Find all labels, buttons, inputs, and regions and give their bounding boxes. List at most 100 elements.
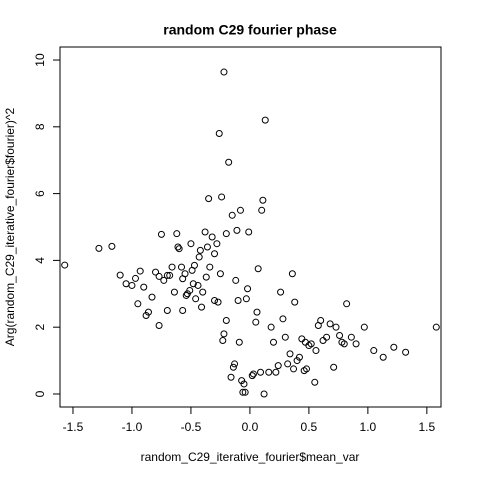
point <box>317 317 325 325</box>
point <box>157 230 165 238</box>
point <box>281 333 289 341</box>
point <box>170 288 178 296</box>
point <box>303 365 311 373</box>
point <box>229 363 237 371</box>
point <box>136 267 144 275</box>
point <box>242 295 250 303</box>
point <box>222 317 230 325</box>
point <box>195 253 203 261</box>
point <box>177 263 185 271</box>
point <box>241 388 249 396</box>
point <box>234 296 242 304</box>
point <box>199 288 207 296</box>
point <box>286 350 294 358</box>
point <box>155 272 163 280</box>
point <box>152 268 160 276</box>
point <box>220 68 228 76</box>
point <box>163 306 171 314</box>
point <box>206 263 214 271</box>
point <box>168 263 176 271</box>
point <box>298 335 306 343</box>
point <box>267 323 275 331</box>
y-axis-label: Arg(random_C29_iterative_fourier$fourier… <box>3 107 17 346</box>
point <box>95 244 103 252</box>
point <box>290 365 298 373</box>
point <box>160 276 168 284</box>
y-tick-label: 4 <box>33 257 47 264</box>
point <box>244 285 252 293</box>
y-tick-label: 0 <box>33 390 47 397</box>
point <box>360 323 368 331</box>
point <box>319 337 327 345</box>
point <box>288 270 296 278</box>
point <box>122 280 130 288</box>
point <box>208 233 216 241</box>
point <box>225 158 233 166</box>
point <box>323 333 331 341</box>
point <box>128 281 136 289</box>
point <box>259 196 267 204</box>
point <box>203 243 211 251</box>
point <box>134 300 142 308</box>
point <box>330 363 338 371</box>
point <box>131 274 139 282</box>
point <box>196 246 204 254</box>
point <box>181 270 189 278</box>
point <box>340 340 348 348</box>
point <box>182 291 190 299</box>
point <box>284 360 292 368</box>
point <box>279 315 287 323</box>
point <box>260 390 268 398</box>
point <box>258 206 266 214</box>
y-tick-label: 8 <box>33 123 47 130</box>
y-tick-label: 2 <box>33 324 47 331</box>
point <box>336 332 344 340</box>
plot-frame <box>59 46 442 408</box>
point <box>220 330 228 338</box>
point <box>175 245 183 253</box>
point <box>232 276 240 284</box>
x-axis-label: random_C29_iterative_fourier$mean_var <box>141 450 360 464</box>
point <box>192 295 200 303</box>
point <box>239 388 247 396</box>
point <box>218 193 226 201</box>
y-tick-label: 6 <box>33 190 47 197</box>
point <box>213 240 221 248</box>
point <box>186 286 194 294</box>
x-tick-label: 0.0 <box>242 420 259 434</box>
point <box>235 338 243 346</box>
point <box>270 338 278 346</box>
point <box>233 226 241 234</box>
point <box>272 368 280 376</box>
point <box>252 318 260 326</box>
point <box>301 338 309 346</box>
point <box>144 308 152 316</box>
point <box>265 368 273 376</box>
point <box>179 306 187 314</box>
point <box>240 380 248 388</box>
point <box>347 333 355 341</box>
point <box>211 296 219 304</box>
point <box>231 360 239 368</box>
point <box>307 340 315 348</box>
point <box>61 261 69 269</box>
point <box>166 271 174 279</box>
point <box>163 271 171 279</box>
point <box>228 211 236 219</box>
point <box>219 337 227 345</box>
point <box>140 283 148 291</box>
point <box>190 261 198 269</box>
point <box>379 353 387 361</box>
point <box>173 230 181 238</box>
point <box>248 372 256 380</box>
point <box>155 322 163 330</box>
point <box>216 270 224 278</box>
point <box>370 347 378 355</box>
point <box>108 242 116 250</box>
x-tick-label: -0.5 <box>181 420 202 434</box>
point <box>215 129 223 137</box>
x-tick-label: 1.0 <box>360 420 377 434</box>
point <box>312 347 320 355</box>
point <box>202 273 210 281</box>
